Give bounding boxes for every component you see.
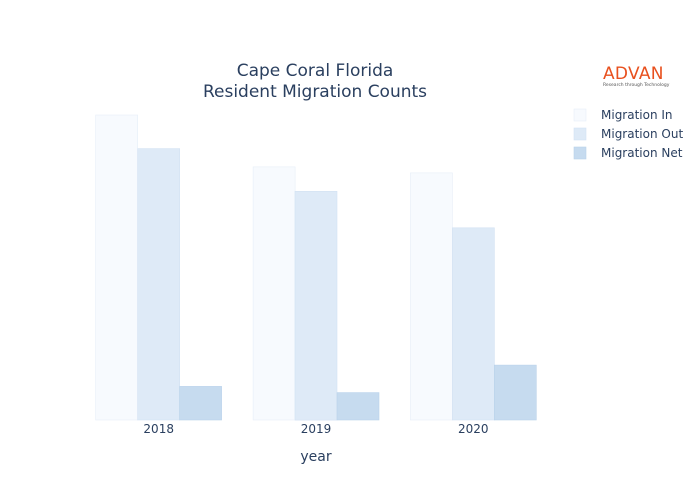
logo-tagline: Research through Technology xyxy=(603,83,670,88)
legend-swatch-migration-in[interactable] xyxy=(573,108,587,122)
legend: Migration In Migration Out Migration Net xyxy=(573,108,683,160)
bar-migration-in-2018 xyxy=(95,114,138,421)
bar-migration-out-2020 xyxy=(452,227,495,421)
bar-migration-out-2018 xyxy=(137,148,180,421)
x-tick-label-2019: 2019 xyxy=(301,422,332,436)
bar-migration-net-2018 xyxy=(179,386,222,421)
legend-label-migration-in[interactable]: Migration In xyxy=(601,108,673,122)
x-tick-label-2020: 2020 xyxy=(458,422,489,436)
chart-title-line-2: Resident Migration Counts xyxy=(203,82,427,102)
chart-title: Cape Coral Florida Resident Migration Co… xyxy=(203,61,427,102)
advan-logo: ADVAN Research through Technology xyxy=(603,66,683,89)
legend-label-migration-net[interactable]: Migration Net xyxy=(601,146,683,160)
legend-swatch-migration-out[interactable] xyxy=(573,127,587,141)
bar-migration-net-2019 xyxy=(336,392,380,421)
x-axis-tick-labels: 2018 2019 2020 xyxy=(143,422,488,436)
bar-migration-out-2019 xyxy=(294,191,338,421)
bar-migration-in-2020 xyxy=(410,172,453,421)
legend-swatch-migration-net[interactable] xyxy=(573,146,587,160)
bar-migration-net-2020 xyxy=(493,364,537,421)
x-tick-label-2018: 2018 xyxy=(143,422,174,436)
bars-layer xyxy=(95,114,537,421)
chart-title-line-1: Cape Coral Florida xyxy=(237,61,394,81)
legend-label-migration-out[interactable]: Migration Out xyxy=(601,127,683,141)
logo-text: ADVAN xyxy=(603,64,664,84)
bar-migration-in-2019 xyxy=(252,166,296,421)
x-axis-title: year xyxy=(300,449,331,465)
